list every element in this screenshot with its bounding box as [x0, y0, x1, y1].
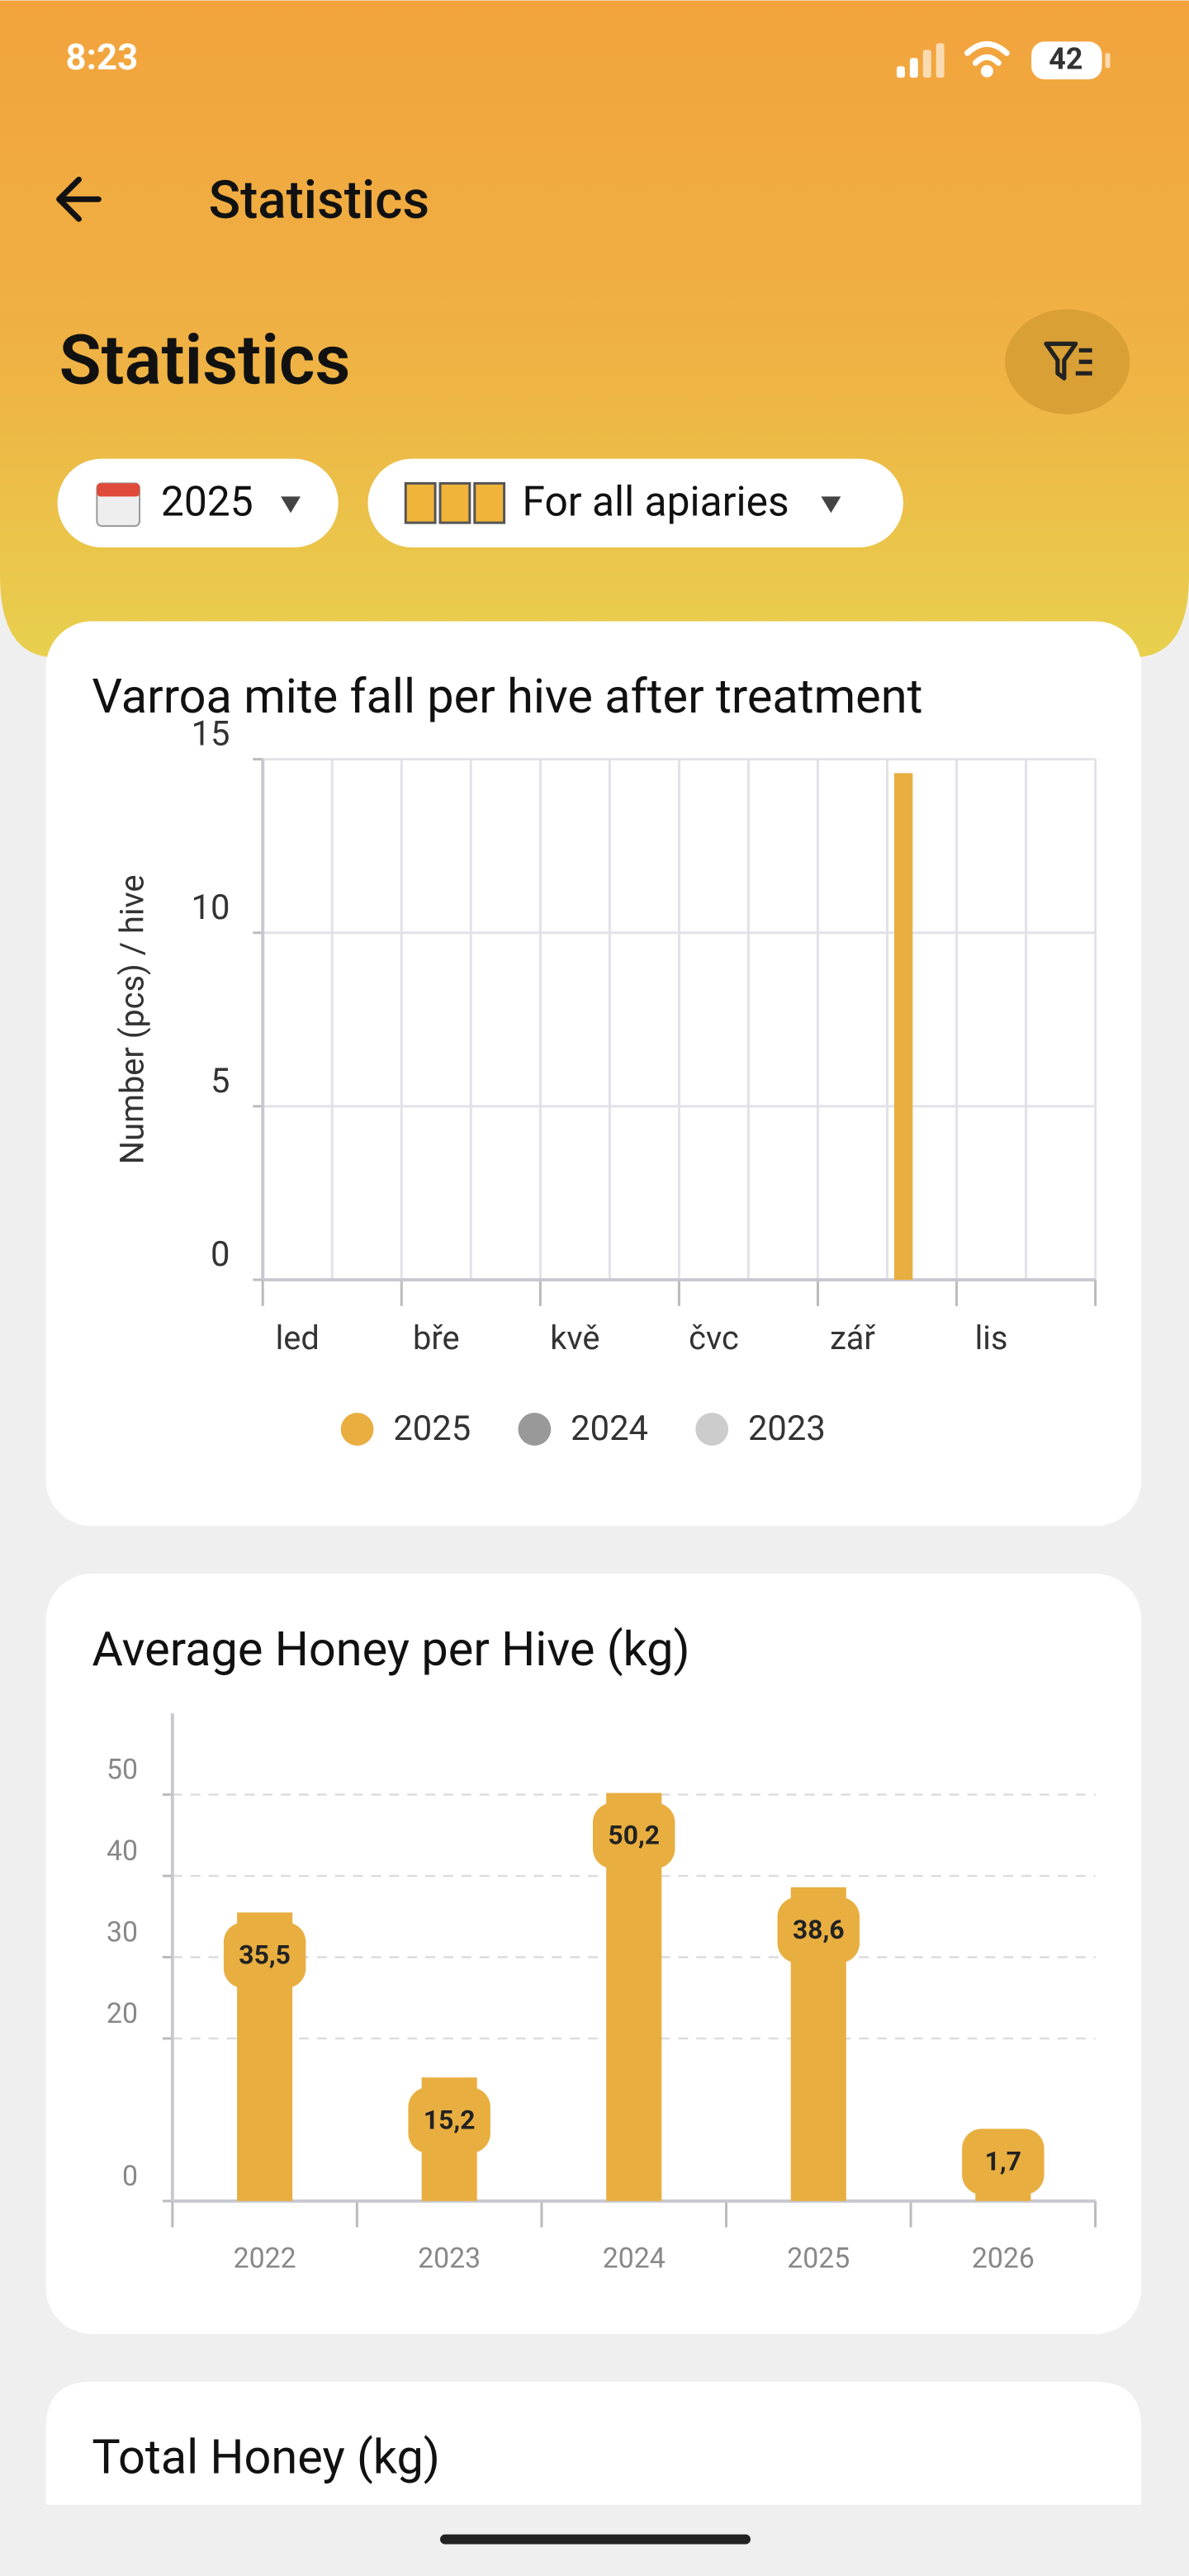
signal-icon — [896, 43, 945, 78]
value-label: 15,2 — [424, 2104, 476, 2135]
x-tick-label: 2026 — [972, 2242, 1035, 2275]
x-tick-label: 2024 — [603, 2242, 666, 2275]
filter-icon — [1044, 341, 1092, 381]
chart-title: Average Honey per Hive (kg) — [92, 1622, 689, 1678]
x-tick-label: čvc — [689, 1319, 739, 1357]
chart-title: Total Honey (kg) — [92, 2429, 440, 2485]
x-tick-label: bře — [413, 1319, 460, 1357]
value-label-bg — [962, 2129, 1045, 2195]
card — [45, 621, 1142, 1527]
wifi-icon — [964, 40, 1010, 78]
legend-label: 2023 — [748, 1409, 826, 1449]
chart-title: Varroa mite fall per hive after treatmen… — [92, 669, 922, 725]
dropdown-arrow — [281, 496, 301, 514]
filter-button[interactable] — [1005, 309, 1130, 414]
value-label: 1,7 — [985, 2146, 1021, 2177]
x-tick-label: 2023 — [418, 2242, 481, 2275]
legend-swatch — [340, 1413, 374, 1446]
legend-label: 2025 — [393, 1409, 471, 1449]
card — [45, 2381, 1142, 2505]
value-label-bg — [777, 1896, 860, 1963]
battery-tip — [1105, 53, 1111, 69]
x-tick-label: led — [276, 1319, 320, 1357]
y-tick-label: 0 — [211, 1234, 230, 1275]
x-tick-label: lis — [975, 1319, 1008, 1357]
y-tick-label: 40 — [107, 1835, 138, 1868]
value-label: 50,2 — [608, 1820, 660, 1851]
y-tick-label: 0 — [122, 2161, 138, 2193]
y-tick-label: 10 — [192, 888, 230, 928]
home-indicator — [440, 2534, 751, 2545]
apiary-filter[interactable]: For all apiaries — [367, 458, 903, 547]
value-label-bg — [593, 1802, 675, 1869]
x-tick-label: zář — [830, 1319, 875, 1357]
value-label: 35,5 — [239, 1939, 291, 1970]
legend-swatch — [518, 1413, 552, 1446]
y-tick-label: 15 — [192, 714, 230, 755]
x-tick-label: kvě — [550, 1319, 599, 1357]
app-bar-title: Statistics — [209, 169, 430, 231]
back-button[interactable] — [56, 176, 102, 222]
value-label-bg — [408, 2087, 490, 2153]
value-label: 38,6 — [793, 1914, 845, 1945]
value-label-bg — [223, 1922, 306, 1988]
apiary-pill[interactable] — [367, 458, 903, 547]
year-text: 2025 — [161, 478, 253, 526]
battery-level: 42 — [1049, 42, 1082, 77]
y-tick-label: 5 — [211, 1061, 230, 1101]
year-filter[interactable]: 2025 — [57, 458, 339, 547]
y-tick-label: 50 — [107, 1754, 138, 1787]
filter-button-bg[interactable] — [1005, 309, 1130, 414]
x-tick-label: 2022 — [234, 2242, 296, 2275]
legend-label: 2024 — [571, 1409, 648, 1449]
y-tick-label: 20 — [107, 1998, 138, 2030]
bar — [893, 773, 913, 1281]
y-tick-label: 30 — [107, 1917, 138, 1949]
dropdown-arrow — [821, 496, 841, 514]
legend-swatch — [695, 1413, 729, 1446]
page-heading: Statistics — [59, 320, 351, 400]
status-time: 8:23 — [66, 36, 139, 78]
calendar-icon-top — [97, 483, 140, 497]
apiary-text: For all apiaries — [522, 478, 789, 526]
x-tick-label: 2025 — [787, 2242, 850, 2275]
y-axis-title: Number (pcs) / hive — [113, 874, 152, 1164]
hive-icons — [404, 481, 506, 524]
battery — [1031, 41, 1102, 80]
card — [45, 1574, 1142, 2334]
